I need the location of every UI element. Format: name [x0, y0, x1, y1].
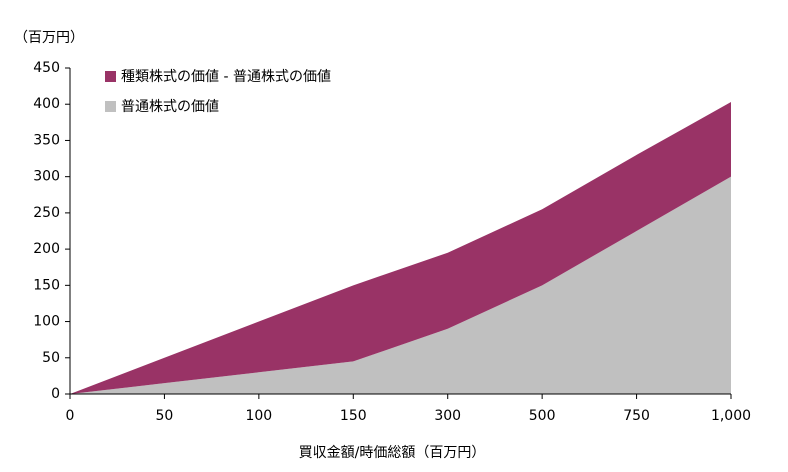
x-tick-label: 1,000 [711, 408, 751, 424]
x-tick-label: 150 [340, 408, 367, 424]
y-tick-label: 0 [51, 386, 60, 402]
y-tick-label: 300 [33, 169, 60, 185]
area [70, 102, 731, 394]
y-tick-label: 400 [33, 96, 60, 112]
x-tick-label: 50 [156, 408, 174, 424]
y-tick-label: 200 [33, 241, 60, 257]
y-tick-label: 450 [33, 60, 60, 76]
area [70, 176, 731, 394]
x-tick-label: 500 [529, 408, 556, 424]
y-tick-label: 100 [33, 314, 60, 330]
x-tick-label: 100 [245, 408, 272, 424]
y-tick-label: 150 [33, 277, 60, 293]
x-tick-label: 0 [66, 408, 75, 424]
x-tick-label: 750 [623, 408, 650, 424]
legend-swatch [105, 101, 116, 112]
y-tick-label: 50 [42, 350, 60, 366]
y-tick-label: 250 [33, 205, 60, 221]
legend-swatch [105, 71, 116, 82]
y-tick-label: 350 [33, 132, 60, 148]
legend-label: 種類株式の価値 - 普通株式の価値 [121, 69, 331, 85]
x-axis-label: 買収金額/時価総額（百万円） [299, 445, 486, 461]
y-axis-label: （百万円） [14, 30, 84, 46]
x-tick-label: 300 [434, 408, 461, 424]
legend-label: 普通株式の価値 [121, 99, 219, 115]
